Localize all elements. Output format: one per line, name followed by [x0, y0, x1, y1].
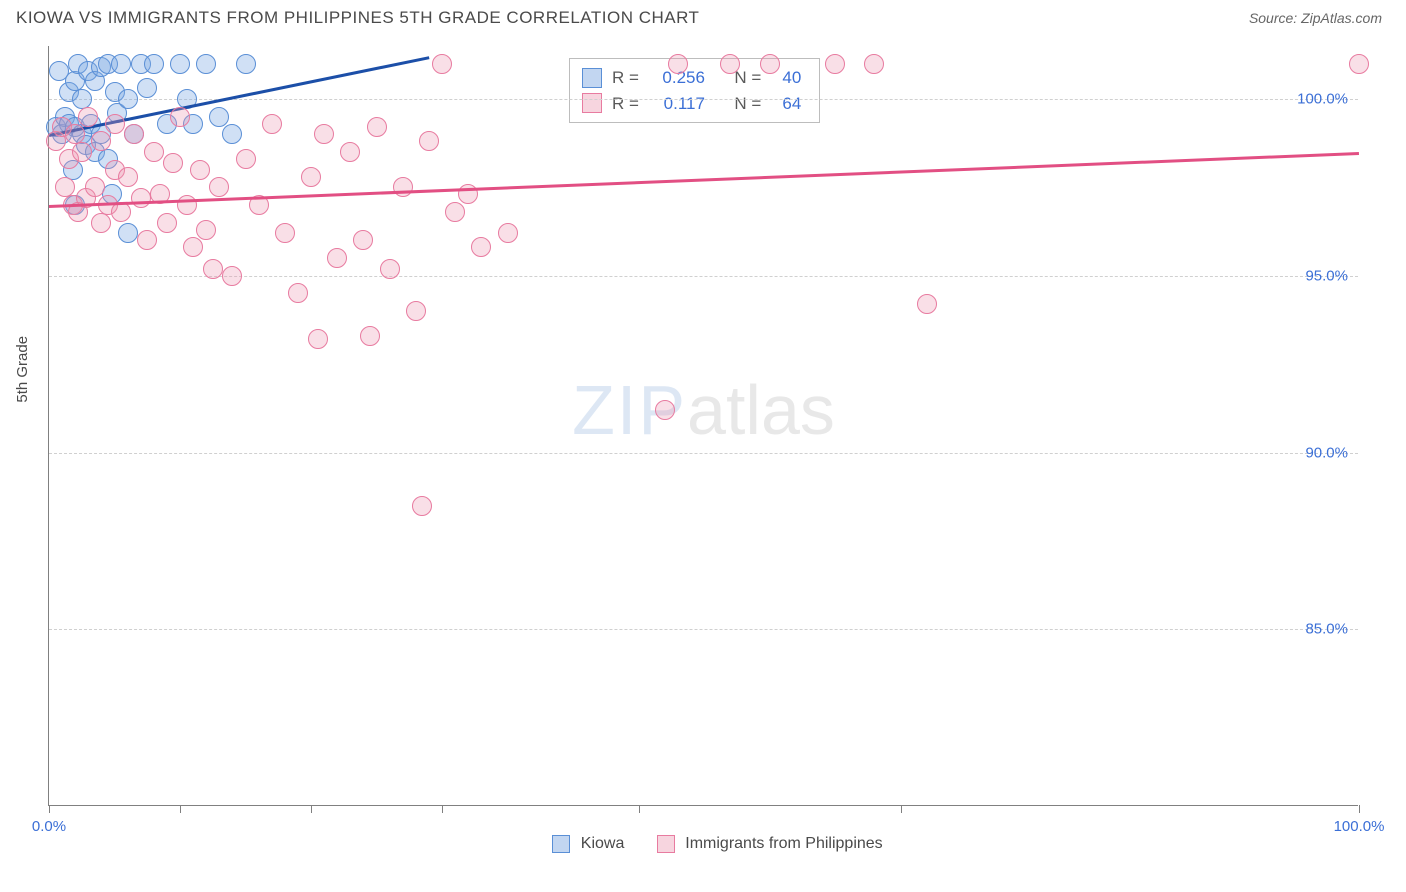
gridline	[49, 99, 1358, 100]
y-tick-label: 95.0%	[1305, 267, 1348, 284]
bottom-legend: Kiowa Immigrants from Philippines	[49, 835, 1358, 853]
y-tick-label: 90.0%	[1305, 444, 1348, 461]
scatter-point	[262, 114, 282, 134]
scatter-point	[72, 142, 92, 162]
scatter-point	[760, 54, 780, 74]
scatter-point	[137, 78, 157, 98]
scatter-point	[314, 124, 334, 144]
n-label: N =	[734, 91, 761, 117]
scatter-point	[917, 294, 937, 314]
scatter-point	[118, 167, 138, 187]
scatter-point	[412, 496, 432, 516]
r-label: R =	[612, 65, 639, 91]
watermark-part2: atlas	[687, 371, 835, 449]
scatter-point	[177, 195, 197, 215]
scatter-point	[720, 54, 740, 74]
scatter-point	[144, 54, 164, 74]
scatter-point	[105, 114, 125, 134]
philippines-swatch	[657, 835, 675, 853]
stats-row-philippines: R = 0.117 N = 64	[582, 91, 801, 117]
y-tick-label: 85.0%	[1305, 621, 1348, 638]
scatter-point	[445, 202, 465, 222]
scatter-point	[367, 117, 387, 137]
scatter-point	[498, 223, 518, 243]
scatter-point	[170, 107, 190, 127]
scatter-point	[1349, 54, 1369, 74]
scatter-point	[209, 107, 229, 127]
y-axis-label: 5th Grade	[14, 336, 31, 403]
scatter-point	[91, 213, 111, 233]
watermark: ZIPatlas	[572, 370, 835, 450]
scatter-point	[353, 230, 373, 250]
scatter-point	[78, 107, 98, 127]
scatter-point	[288, 283, 308, 303]
scatter-point	[222, 124, 242, 144]
x-tick	[639, 805, 640, 813]
scatter-point	[196, 220, 216, 240]
scatter-point	[183, 237, 203, 257]
scatter-point	[222, 266, 242, 286]
scatter-point	[360, 326, 380, 346]
kiowa-swatch	[582, 68, 602, 88]
chart-title: KIOWA VS IMMIGRANTS FROM PHILIPPINES 5TH…	[16, 8, 699, 28]
plot-area: ZIPatlas R = 0.256 N = 40 R = 0.117 N = …	[48, 46, 1358, 806]
scatter-point	[471, 237, 491, 257]
scatter-point	[111, 54, 131, 74]
scatter-point	[131, 188, 151, 208]
scatter-point	[203, 259, 223, 279]
scatter-point	[163, 153, 183, 173]
scatter-point	[236, 149, 256, 169]
r-value: 0.117	[649, 91, 705, 117]
legend-label-philippines: Immigrants from Philippines	[685, 835, 882, 852]
scatter-point	[124, 124, 144, 144]
scatter-point	[393, 177, 413, 197]
stats-legend: R = 0.256 N = 40 R = 0.117 N = 64	[569, 58, 820, 123]
x-tick	[311, 805, 312, 813]
chart-container: 5th Grade ZIPatlas R = 0.256 N = 40 R = …	[0, 36, 1406, 856]
scatter-point	[432, 54, 452, 74]
kiowa-swatch	[552, 835, 570, 853]
source-credit: Source: ZipAtlas.com	[1249, 10, 1382, 26]
x-tick	[180, 805, 181, 813]
y-tick-label: 100.0%	[1297, 91, 1348, 108]
scatter-point	[275, 223, 295, 243]
scatter-point	[144, 142, 164, 162]
scatter-point	[91, 131, 111, 151]
scatter-point	[406, 301, 426, 321]
r-label: R =	[612, 91, 639, 117]
scatter-point	[85, 177, 105, 197]
philippines-swatch	[582, 93, 602, 113]
gridline	[49, 276, 1358, 277]
scatter-point	[655, 400, 675, 420]
gridline	[49, 453, 1358, 454]
x-tick	[901, 805, 902, 813]
scatter-point	[157, 213, 177, 233]
n-value: 64	[771, 91, 801, 117]
x-tick	[442, 805, 443, 813]
scatter-point	[419, 131, 439, 151]
x-tick	[49, 805, 50, 813]
scatter-point	[118, 89, 138, 109]
gridline	[49, 629, 1358, 630]
x-tick	[1359, 805, 1360, 813]
scatter-point	[380, 259, 400, 279]
scatter-point	[327, 248, 347, 268]
legend-label-kiowa: Kiowa	[581, 835, 625, 852]
scatter-point	[196, 54, 216, 74]
scatter-point	[190, 160, 210, 180]
scatter-point	[308, 329, 328, 349]
scatter-point	[301, 167, 321, 187]
scatter-point	[209, 177, 229, 197]
scatter-point	[668, 54, 688, 74]
x-tick-label: 100.0%	[1334, 818, 1385, 835]
scatter-point	[340, 142, 360, 162]
scatter-point	[825, 54, 845, 74]
scatter-point	[864, 54, 884, 74]
scatter-point	[118, 223, 138, 243]
scatter-point	[236, 54, 256, 74]
scatter-point	[111, 202, 131, 222]
scatter-point	[137, 230, 157, 250]
scatter-point	[170, 54, 190, 74]
x-tick-label: 0.0%	[32, 818, 66, 835]
